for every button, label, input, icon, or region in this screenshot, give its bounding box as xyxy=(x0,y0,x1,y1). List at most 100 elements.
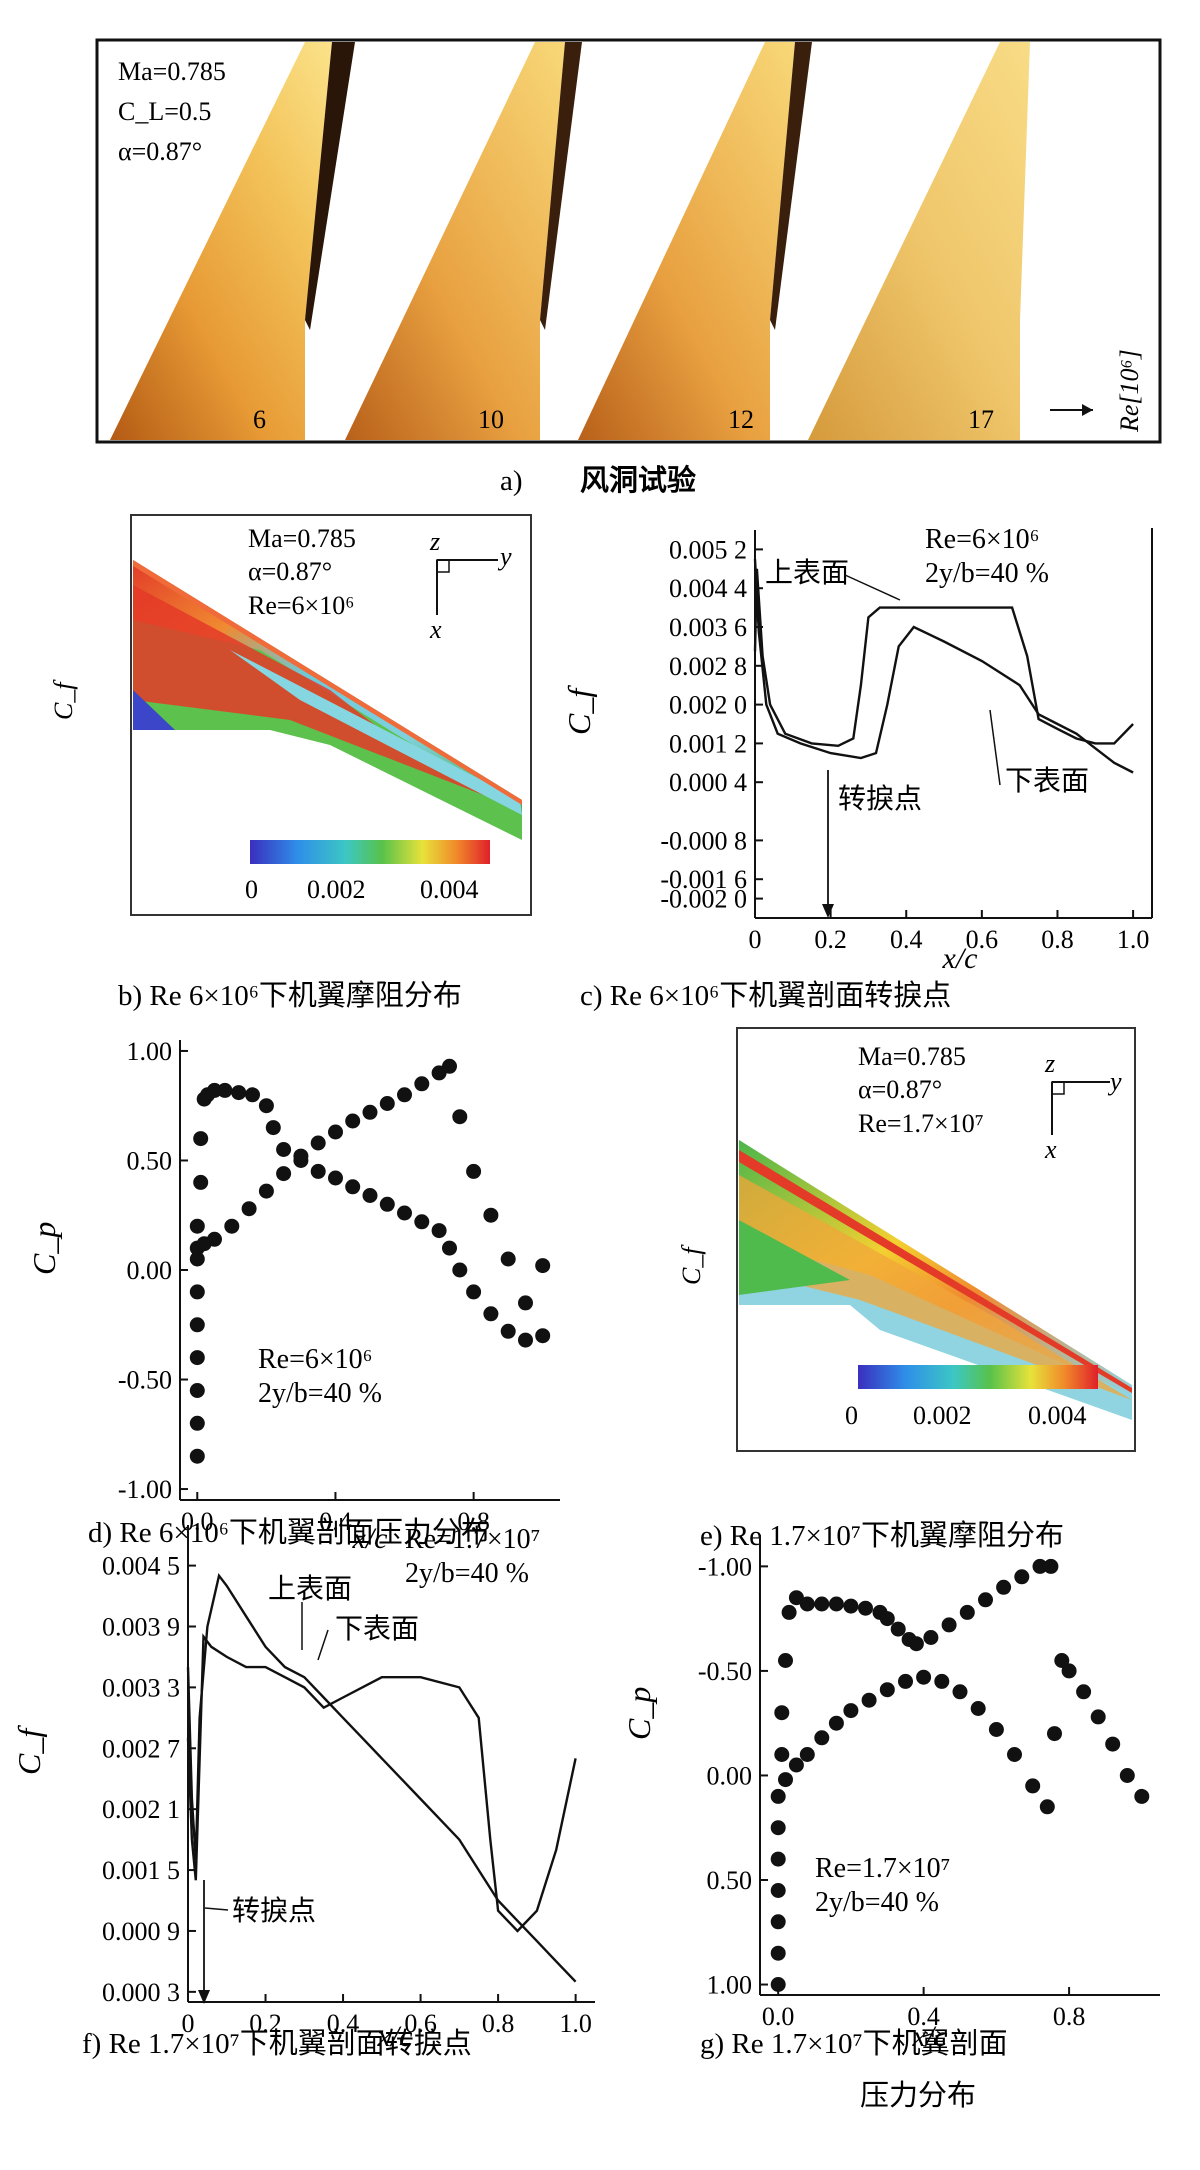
wing-image-re6 xyxy=(110,42,355,440)
panel-e-param-ma: Ma=0.785 xyxy=(858,1042,966,1071)
legend-text: 2y/b=40 % xyxy=(815,1887,939,1918)
data-point xyxy=(442,1240,457,1256)
data-point xyxy=(843,1703,859,1719)
data-point xyxy=(500,1323,516,1339)
panel-e-caption: e) Re 1.7×10⁷下机翼摩阻分布 xyxy=(700,1519,1064,1552)
y-axis-label: C_f xyxy=(11,1725,47,1775)
data-point xyxy=(362,1104,378,1120)
data-point xyxy=(483,1306,499,1322)
data-point xyxy=(345,1179,361,1195)
y-tick-label: 0.001 5 xyxy=(102,1856,180,1885)
data-point xyxy=(1090,1709,1106,1725)
data-point xyxy=(770,1883,786,1898)
data-point xyxy=(858,1600,873,1616)
data-point xyxy=(898,1673,913,1689)
re-label-17: 17 xyxy=(968,405,994,434)
data-point xyxy=(916,1669,932,1685)
data-point xyxy=(397,1087,412,1103)
x-tick-label: 0.8 xyxy=(457,1507,490,1536)
panel-a-wind-tunnel: Ma=0.785 C_L=0.5 α=0.87° 6 10 12 17 Re[1… xyxy=(95,38,1162,497)
data-point xyxy=(843,1598,859,1614)
series-line-下表面 xyxy=(753,559,1134,774)
data-point xyxy=(258,1183,274,1199)
transition-arrow-head xyxy=(822,904,834,918)
y-tick-label: -0.000 8 xyxy=(660,826,747,855)
annotation-label: 下表面 xyxy=(1005,765,1089,797)
data-point xyxy=(788,1590,804,1606)
data-point xyxy=(224,1218,240,1234)
data-point xyxy=(814,1596,830,1612)
x-axis-label: x/c xyxy=(942,942,978,975)
lower-leader-line xyxy=(989,709,1001,786)
legend-text: 2y/b=40 % xyxy=(258,1378,382,1409)
data-point xyxy=(189,1350,205,1366)
data-point xyxy=(1025,1778,1041,1794)
data-point xyxy=(189,1284,205,1300)
x-tick-label: 0.2 xyxy=(814,925,847,954)
panel-b-caption: b) Re 6×10⁶下机翼摩阻分布 xyxy=(118,979,462,1012)
legend-text: Re=6×10⁶ xyxy=(925,524,1039,555)
data-point xyxy=(310,1135,326,1151)
data-point xyxy=(466,1163,482,1179)
panel-a-caption: 风洞试验 xyxy=(580,463,696,497)
panel-b-cbar-tick-0: 0 xyxy=(245,875,258,904)
annotation-label: 上表面 xyxy=(765,557,849,589)
data-point xyxy=(189,1317,205,1333)
data-point xyxy=(452,1262,468,1278)
data-point xyxy=(379,1096,395,1111)
x-tick-label: 0.4 xyxy=(907,2002,940,2031)
data-point xyxy=(774,1747,790,1762)
data-point xyxy=(923,1630,939,1645)
data-point xyxy=(231,1085,247,1101)
data-point xyxy=(431,1223,447,1239)
x-axis-label: x/c xyxy=(912,2020,948,2053)
legend-text: Re=6×10⁶ xyxy=(258,1344,372,1375)
y-tick-label: 0.003 6 xyxy=(669,613,747,642)
y-tick-label: 0.002 8 xyxy=(669,652,747,681)
panel-e-axis-x: x xyxy=(1044,1135,1057,1164)
panel-b-param-alpha: α=0.87° xyxy=(248,557,332,586)
data-point xyxy=(770,1851,786,1867)
y-axis-label: C_f xyxy=(561,685,597,735)
data-point xyxy=(879,1611,895,1627)
y-tick-label: 1.00 xyxy=(127,1037,173,1066)
panel-g-caption-1: g) Re 1.7×10⁷下机翼剖面 xyxy=(700,2027,1008,2060)
re-label-12: 12 xyxy=(728,405,754,434)
re-axis-label: Re[10⁶] xyxy=(1115,349,1144,433)
panel-b-axis-y: y xyxy=(497,542,512,571)
y-tick-label: -0.50 xyxy=(118,1366,172,1395)
data-point xyxy=(1119,1768,1135,1783)
annotation-label: 转捩点 xyxy=(838,783,922,815)
data-point xyxy=(189,1383,205,1398)
data-point xyxy=(781,1604,797,1620)
annotation-label: 上表面 xyxy=(268,1573,352,1605)
panel-b-param-re: Re=6×10⁶ xyxy=(248,591,354,620)
data-point xyxy=(1054,1653,1070,1668)
data-point xyxy=(466,1284,482,1300)
data-point xyxy=(189,1251,205,1267)
data-point xyxy=(207,1082,222,1098)
panel-e-colorbar xyxy=(858,1365,1098,1389)
y-tick-label: 1.00 xyxy=(707,1971,753,2000)
panel-e-cbar-tick-2: 0.004 xyxy=(1028,1401,1087,1430)
panel-b-axis-z: z xyxy=(429,527,440,556)
y-tick-label: 0.000 9 xyxy=(102,1917,180,1946)
panel-g-caption-2: 压力分布 xyxy=(860,2079,976,2112)
x-tick-label: 0.6 xyxy=(404,2009,437,2038)
data-point xyxy=(890,1621,906,1637)
x-tick-label: 1.0 xyxy=(1117,925,1150,954)
data-point xyxy=(879,1682,895,1698)
y-tick-label: 0.000 3 xyxy=(102,1978,180,2007)
data-point xyxy=(245,1087,260,1103)
x-tick-label: 1.0 xyxy=(559,2009,592,2038)
x-tick-label: 0.4 xyxy=(319,1507,352,1536)
data-point xyxy=(193,1174,209,1190)
y-tick-label: 0.001 2 xyxy=(669,729,747,758)
y-tick-label: 0.002 0 xyxy=(669,691,747,720)
panel-e-param-re: Re=1.7×10⁷ xyxy=(858,1109,984,1138)
x-tick-label: 0.8 xyxy=(1041,925,1074,954)
data-point xyxy=(770,1788,786,1804)
panel-e-cbar-tick-1: 0.002 xyxy=(913,1401,972,1430)
panel-f-caption: f) Re 1.7×10⁷下机翼剖面转捩点 xyxy=(82,2027,472,2060)
